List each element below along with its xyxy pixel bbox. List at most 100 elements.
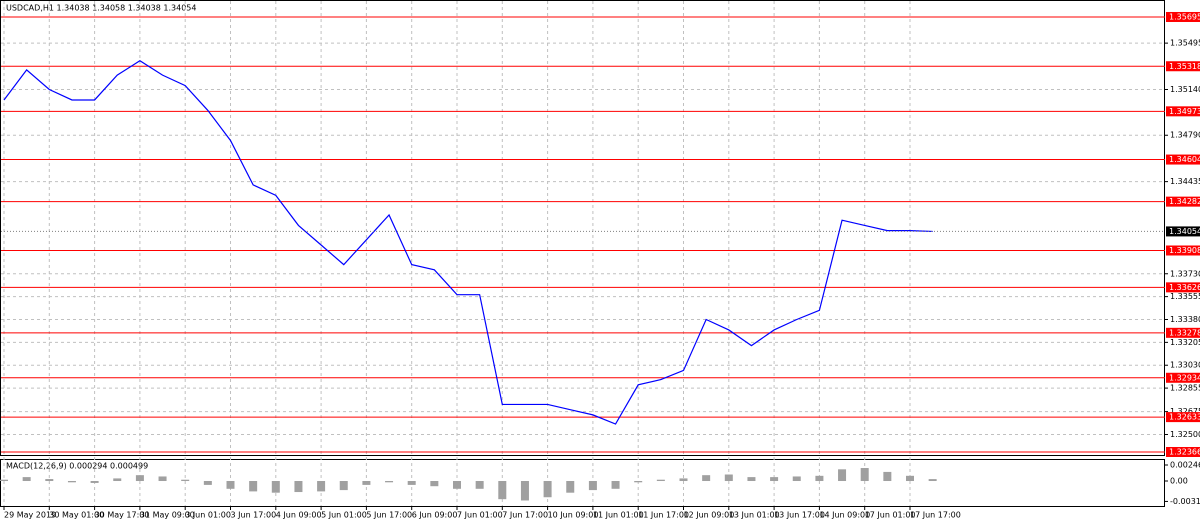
x-tick-label: 10 Jun 09:00	[548, 511, 599, 520]
macd-bar	[634, 481, 643, 483]
y-tick-label: 1.33205	[1170, 338, 1200, 347]
y-tick-label: 1.35495	[1170, 39, 1200, 48]
last-price-label: 1.34054	[1169, 227, 1200, 236]
level-label: 1.34973	[1169, 107, 1200, 116]
level-tag	[1166, 446, 1200, 457]
macd-bar	[611, 481, 620, 489]
price-line	[3, 60, 933, 425]
level-label: 1.33626	[1169, 283, 1200, 292]
x-tick-label: 3 Jun 01:00	[185, 511, 231, 520]
macd-bar	[226, 481, 235, 489]
x-tick-label: 7 Jun 01:00	[457, 511, 503, 520]
macd-bar	[385, 481, 394, 483]
x-tick-label: 13 Jun 01:00	[729, 511, 780, 520]
level-label: 1.33278	[1169, 328, 1200, 337]
x-tick-label: 12 Jun 09:00	[684, 511, 735, 520]
macd-bar	[249, 481, 258, 492]
level-tag	[1166, 106, 1200, 117]
main-frame	[0, 0, 1165, 456]
macd-bar	[724, 474, 733, 482]
level-tag	[1166, 282, 1200, 293]
macd-bar	[430, 481, 439, 487]
last-price-tag	[1166, 226, 1200, 237]
macd-bar	[770, 477, 779, 482]
x-tick-label: 11 Jun 01:00	[593, 511, 644, 520]
y-tick-label: 0.00	[1170, 477, 1188, 486]
macd-frame	[0, 459, 1165, 507]
macd-bar	[181, 479, 190, 482]
level-label: 1.32366	[1169, 447, 1200, 456]
macd-bar	[67, 481, 76, 483]
x-tick-label: 11 Jun 17:00	[638, 511, 689, 520]
macd-bar	[543, 481, 552, 498]
level-tag	[1166, 196, 1200, 207]
macd-bar	[317, 481, 326, 492]
macd-bar	[679, 478, 688, 482]
y-tick-label: 1.34435	[1170, 177, 1200, 186]
level-label: 1.32934	[1169, 373, 1200, 382]
level-label: 1.35695	[1169, 12, 1200, 21]
macd-bar	[656, 479, 665, 482]
y-tick-label: 1.33555	[1170, 292, 1200, 301]
y-tick-label: 1.33380	[1170, 315, 1200, 324]
x-tick-label: 3 Jun 17:00	[231, 511, 277, 520]
x-tick-label: 30 May 17:00	[95, 511, 150, 520]
level-label: 1.33908	[1169, 246, 1200, 255]
level-label: 1.32633	[1169, 413, 1200, 422]
macd-bar	[203, 481, 212, 485]
y-tick-label: 1.33730	[1170, 269, 1200, 278]
y-tick-label: 1.32855	[1170, 384, 1200, 393]
level-tag	[1166, 327, 1200, 338]
macd-bar	[883, 471, 892, 482]
x-tick-label: 17 Jun 17:00	[910, 511, 961, 520]
y-tick-label: 1.32675	[1170, 407, 1200, 416]
x-tick-label: 13 Jun 17:00	[774, 511, 825, 520]
macd-bar	[928, 479, 937, 482]
x-tick-label: 5 Jun 17:00	[366, 511, 412, 520]
macd-bar	[498, 481, 507, 500]
macd-bar	[475, 481, 484, 489]
macd-bar	[339, 481, 348, 491]
y-tick-label: 1.33030	[1170, 361, 1200, 370]
y-tick-label: 1.35140	[1170, 85, 1200, 94]
macd-bar	[860, 468, 869, 482]
level-label: 1.35318	[1169, 62, 1200, 71]
level-tag	[1166, 412, 1200, 423]
macd-bar	[22, 477, 31, 482]
macd-bar	[90, 481, 99, 483]
y-tick-label: 1.34790	[1170, 131, 1200, 140]
level-tag	[1166, 372, 1200, 383]
macd-bar	[588, 481, 597, 491]
macd-bar	[792, 476, 801, 482]
x-tick-label: 30 May 01:00	[49, 511, 104, 520]
level-tag	[1166, 154, 1200, 165]
macd-bar	[158, 476, 167, 482]
x-tick-label: 7 Jun 17:00	[502, 511, 548, 520]
macd-bar	[747, 477, 756, 482]
macd-bar	[906, 475, 914, 482]
macd-bar	[113, 478, 122, 482]
macd-bar	[815, 475, 824, 482]
y-tick-label: 1.32500	[1170, 430, 1200, 439]
macd-bar	[271, 481, 280, 493]
x-tick-label: 4 Jun 09:00	[276, 511, 322, 520]
x-tick-label: 14 Jun 09:00	[819, 511, 870, 520]
level-tag	[1166, 245, 1200, 256]
y-tick-label: 0.002465	[1170, 461, 1200, 470]
x-tick-label: 31 May 09:00	[140, 511, 195, 520]
x-tick-label: 5 Jun 01:00	[321, 511, 367, 520]
macd-bar	[362, 481, 371, 485]
macd-bar	[407, 481, 416, 485]
x-tick-label: 29 May 2019	[4, 511, 56, 520]
x-tick-label: 6 Jun 09:00	[412, 511, 458, 520]
macd-bar	[566, 481, 575, 493]
symbol-header: USDCAD,H1 1.34038 1.34058 1.34038 1.3405…	[6, 4, 196, 13]
macd-bar	[294, 481, 303, 493]
level-tag	[1166, 11, 1200, 22]
macd-bar	[135, 475, 144, 482]
macd-bar	[702, 475, 711, 482]
macd-bar	[520, 481, 529, 501]
level-label: 1.34282	[1169, 197, 1200, 206]
